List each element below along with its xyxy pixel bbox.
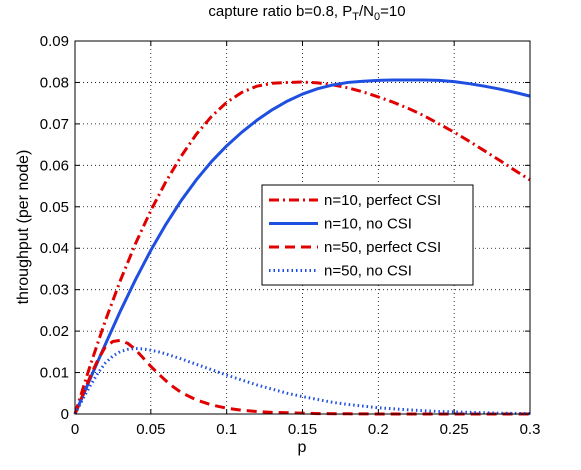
x-tick-label: 0.25: [440, 421, 469, 438]
x-tick-label: 0.15: [288, 421, 317, 438]
chart-title: capture ratio b=0.8, PT/N0=10: [208, 3, 405, 23]
x-tick-label: 0.3: [520, 421, 541, 438]
y-tick-label: 0.03: [40, 282, 69, 299]
y-tick-label: 0.05: [40, 199, 69, 216]
title-prefix: capture ratio b=0.8, P: [208, 3, 352, 20]
x-axis-label: p: [298, 439, 307, 456]
y-tick-label: 0.04: [40, 240, 69, 257]
title-suffix: =10: [380, 3, 405, 20]
y-tick-label: 0.02: [40, 323, 69, 340]
legend-label-4: n=50, no CSI: [324, 263, 412, 280]
title-mid: /N: [359, 3, 374, 20]
title-sub-2: 0: [374, 11, 380, 23]
y-tick-label: 0: [61, 406, 69, 423]
legend-box: [261, 184, 474, 286]
y-tick-label: 0.06: [40, 157, 69, 174]
y-tick-label: 0.08: [40, 74, 69, 91]
axis-ticks: 0 0.05 0.1 0.15 0.2 0.25 0.3 0 0.01 0.02 0.03 0.04 0…: [40, 33, 541, 438]
legend-label-1: n=10, perfect CSI: [324, 192, 441, 209]
legend-label-2: n=10, no CSI: [324, 216, 412, 233]
y-tick-label: 0.01: [40, 365, 69, 382]
y-tick-label: 0.09: [40, 33, 69, 50]
legend: n=10, perfect CSI n=10, no CSI n=50, perfe…: [261, 184, 474, 286]
y-tick-label: 0.07: [40, 116, 69, 133]
x-tick-label: 0.2: [368, 421, 389, 438]
title-sub-1: T: [352, 11, 359, 23]
legend-label-3: n=50, perfect CSI: [324, 239, 441, 256]
series-line-2: [73, 78, 531, 415]
x-tick-label: 0: [71, 421, 79, 438]
y-axis-label: throughput (per node): [15, 150, 32, 305]
x-tick-label: 0.05: [136, 421, 165, 438]
x-tick-label: 0.1: [216, 421, 237, 438]
